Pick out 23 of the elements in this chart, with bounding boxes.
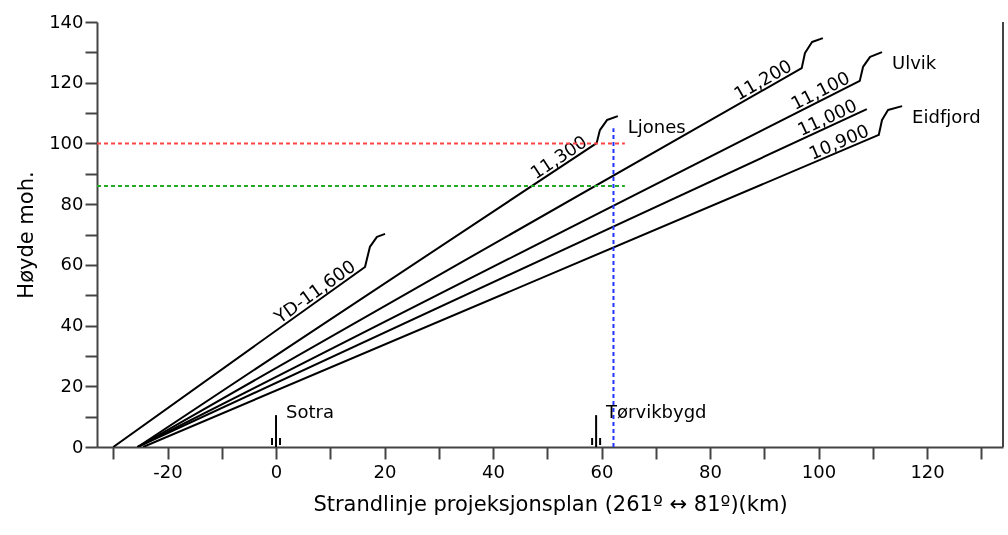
y-tick-label: 0 — [72, 435, 84, 457]
annotation: Ulvik — [892, 52, 937, 74]
x-tick-label: 120 — [910, 460, 945, 482]
x-tick-label: 20 — [373, 460, 397, 482]
x-tick-label: 60 — [590, 460, 614, 482]
x-tick-label: 80 — [699, 460, 722, 482]
x-tick-label: -20 — [153, 460, 183, 482]
ref-line-label: Tørvikbygd — [605, 401, 707, 423]
y-tick-label: 40 — [60, 314, 84, 336]
annotation: Ljones — [627, 116, 686, 138]
y-tick-label: 20 — [60, 374, 84, 396]
ref-line-label: Sotra — [286, 401, 334, 423]
y-tick-label: 60 — [60, 253, 84, 275]
x-tick-label: 0 — [270, 460, 283, 482]
x-tick-label: 100 — [801, 460, 837, 482]
y-tick-label: 80 — [60, 192, 84, 214]
y-tick-label: 140 — [49, 10, 84, 32]
annotation: Eidfjord — [912, 106, 981, 128]
y-tick-label: 100 — [49, 131, 84, 153]
x-tick-label: 40 — [482, 460, 505, 482]
y-tick-label: 120 — [49, 71, 84, 93]
x-axis-title: Strandlinje projeksjonsplan (261º ↔ 81º)(km) — [313, 491, 788, 516]
y-axis-title: Høyde moh. — [14, 171, 39, 299]
